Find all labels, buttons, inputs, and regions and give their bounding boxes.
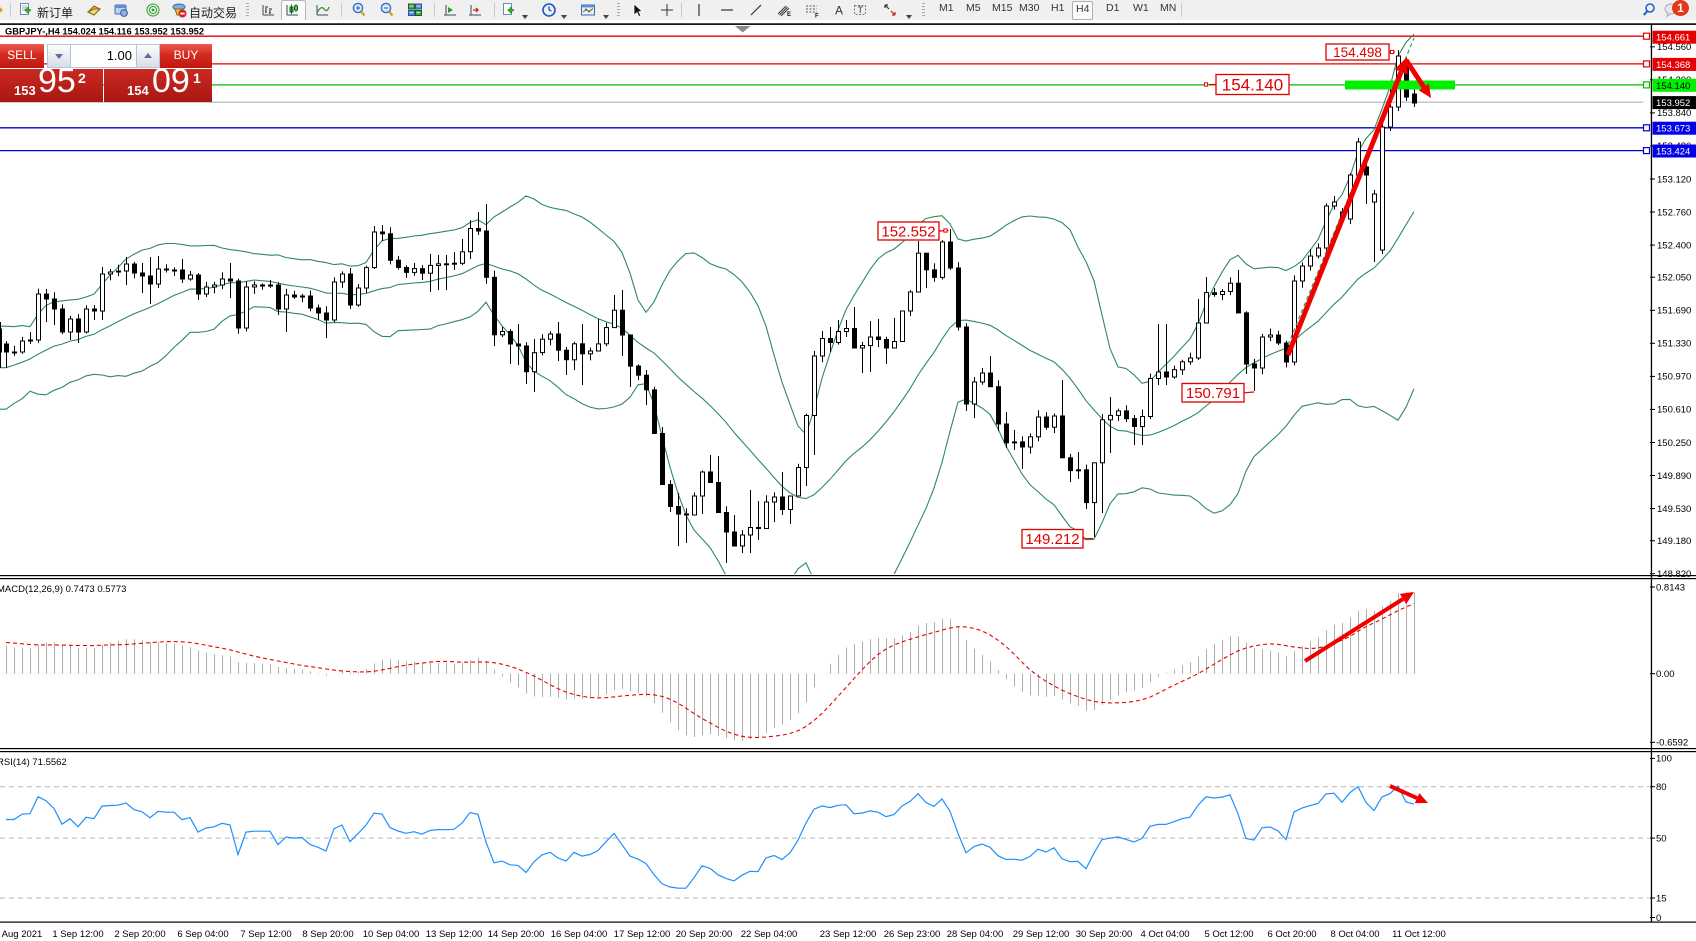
- svg-text:1 Sep 12:00: 1 Sep 12:00: [52, 929, 103, 940]
- svg-text:17 Sep 12:00: 17 Sep 12:00: [614, 929, 671, 940]
- svg-text:13 Sep 12:00: 13 Sep 12:00: [426, 929, 483, 940]
- svg-text:149.212: 149.212: [1025, 531, 1079, 548]
- svg-text:6 Oct 20:00: 6 Oct 20:00: [1267, 929, 1316, 940]
- svg-text:153.120: 153.120: [1657, 174, 1691, 185]
- svg-text:26 Sep 23:00: 26 Sep 23:00: [884, 929, 941, 940]
- svg-text:153.673: 153.673: [1656, 124, 1690, 135]
- svg-text:RSI(14) 71.5562: RSI(14) 71.5562: [0, 757, 67, 768]
- svg-text:23 Sep 12:00: 23 Sep 12:00: [820, 929, 877, 940]
- svg-text:149.890: 149.890: [1657, 471, 1691, 482]
- svg-text:10 Sep 04:00: 10 Sep 04:00: [363, 929, 420, 940]
- svg-text:50: 50: [1656, 833, 1667, 844]
- svg-text:151.690: 151.690: [1657, 306, 1691, 317]
- svg-text:0: 0: [1656, 913, 1661, 924]
- svg-text:28 Sep 04:00: 28 Sep 04:00: [947, 929, 1004, 940]
- svg-text:4 Oct 04:00: 4 Oct 04:00: [1140, 929, 1189, 940]
- svg-text:GBPJPY-,H4 154.024 154.116 15: GBPJPY-,H4 154.024 154.116 153.952 153.9…: [5, 27, 204, 37]
- svg-text:11 Oct 12:00: 11 Oct 12:00: [1392, 929, 1446, 940]
- svg-text:6 Sep 04:00: 6 Sep 04:00: [177, 929, 228, 940]
- svg-text:0.8143: 0.8143: [1656, 582, 1685, 593]
- svg-text:154.368: 154.368: [1656, 60, 1690, 71]
- svg-text:149.180: 149.180: [1657, 536, 1691, 547]
- svg-text:150.610: 150.610: [1657, 405, 1691, 416]
- svg-text:152.760: 152.760: [1657, 207, 1691, 218]
- svg-text:20 Sep 20:00: 20 Sep 20:00: [676, 929, 733, 940]
- svg-text:22 Sep 04:00: 22 Sep 04:00: [741, 929, 798, 940]
- svg-text:16 Sep 04:00: 16 Sep 04:00: [551, 929, 608, 940]
- svg-text:154.140: 154.140: [1656, 81, 1690, 92]
- svg-text:E: E: [787, 12, 791, 18]
- svg-text:154.661: 154.661: [1656, 33, 1690, 44]
- svg-text:7 Sep 12:00: 7 Sep 12:00: [240, 929, 291, 940]
- svg-text:154.498: 154.498: [1333, 45, 1382, 60]
- svg-text:Aug 2021: Aug 2021: [2, 929, 43, 940]
- svg-text:154.140: 154.140: [1222, 76, 1283, 95]
- svg-text:153.840: 153.840: [1657, 108, 1691, 119]
- svg-text:0.00: 0.00: [1656, 669, 1675, 680]
- svg-text:152.552: 152.552: [881, 223, 935, 240]
- svg-text:2 Sep 20:00: 2 Sep 20:00: [114, 929, 165, 940]
- svg-text:F: F: [815, 14, 819, 19]
- svg-text:30 Sep 20:00: 30 Sep 20:00: [1076, 929, 1133, 940]
- svg-text:MACD(12,26,9) 0.7473 0.5773: MACD(12,26,9) 0.7473 0.5773: [0, 584, 126, 595]
- svg-text:152.050: 152.050: [1657, 273, 1691, 284]
- svg-text:150.250: 150.250: [1657, 438, 1691, 449]
- svg-text:14 Sep 20:00: 14 Sep 20:00: [488, 929, 545, 940]
- svg-text:152.400: 152.400: [1657, 240, 1691, 251]
- svg-text:150.791: 150.791: [1186, 385, 1240, 402]
- svg-text:153.952: 153.952: [1656, 98, 1690, 109]
- svg-text:150.970: 150.970: [1657, 372, 1691, 383]
- svg-text:154.560: 154.560: [1657, 42, 1691, 53]
- svg-text:29 Sep 12:00: 29 Sep 12:00: [1013, 929, 1070, 940]
- svg-text:149.530: 149.530: [1657, 504, 1691, 515]
- svg-text:153.424: 153.424: [1656, 147, 1690, 158]
- svg-text:8 Sep 20:00: 8 Sep 20:00: [302, 929, 353, 940]
- svg-text:5 Oct 12:00: 5 Oct 12:00: [1204, 929, 1253, 940]
- svg-text:151.330: 151.330: [1657, 339, 1691, 350]
- svg-text:T: T: [858, 5, 864, 15]
- svg-text:148.820: 148.820: [1657, 569, 1691, 580]
- svg-text:-0.6592: -0.6592: [1656, 738, 1688, 749]
- svg-text:8 Oct 04:00: 8 Oct 04:00: [1330, 929, 1379, 940]
- svg-text:80: 80: [1656, 782, 1667, 793]
- svg-text:100: 100: [1656, 754, 1672, 765]
- svg-text:15: 15: [1656, 893, 1667, 904]
- svg-text:A: A: [835, 4, 843, 18]
